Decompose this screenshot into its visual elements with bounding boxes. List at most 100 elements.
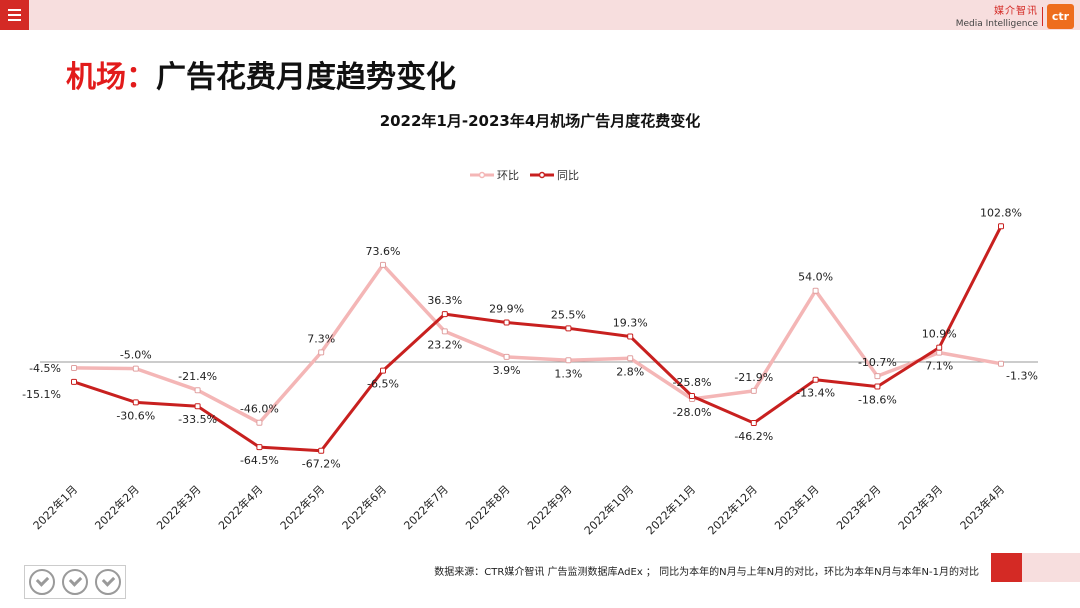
certification-badges xyxy=(24,565,126,599)
data-point-s2-14 xyxy=(874,383,881,390)
data-label-s2-8: 29.9% xyxy=(489,303,524,316)
data-label-s1-1: -4.5% xyxy=(29,362,61,375)
data-point-s1-10 xyxy=(627,355,634,362)
page-title-prefix: 机场： xyxy=(66,60,156,95)
data-label-s1-2: -5.0% xyxy=(120,349,152,362)
data-label-s1-16: -1.3% xyxy=(1006,370,1038,383)
data-point-s1-3 xyxy=(194,387,201,394)
chart-title: 2022年1月-2023年4月机场广告月度花费变化 xyxy=(379,112,701,130)
sgs-badge-icon xyxy=(95,569,122,595)
data-label-s2-2: -30.6% xyxy=(116,409,155,422)
data-label-s2-5: -67.2% xyxy=(302,458,341,471)
data-point-s1-13 xyxy=(812,287,819,294)
data-point-s2-5 xyxy=(318,447,325,454)
data-label-s2-13: -13.4% xyxy=(796,387,835,400)
data-point-s1-5 xyxy=(318,349,325,356)
data-label-s1-14: -10.7% xyxy=(858,356,897,369)
legend-label-2: 同比 xyxy=(557,169,579,182)
series-line-2 xyxy=(72,224,1003,453)
data-point-s2-13 xyxy=(812,376,819,383)
menu-icon[interactable] xyxy=(0,0,29,30)
legend-marker-2 xyxy=(538,171,546,179)
data-label-s1-5: 7.3% xyxy=(307,332,335,345)
x-tick-label-14: 2023年2月 xyxy=(833,482,883,532)
data-point-s1-6 xyxy=(380,261,386,268)
x-tick-label-7: 2022年7月 xyxy=(401,482,451,532)
data-point-s2-4 xyxy=(256,444,263,451)
data-point-s1-14 xyxy=(874,373,881,380)
brand-cn: 媒介智讯 xyxy=(994,6,1038,17)
x-tick-label-16: 2023年4月 xyxy=(957,482,1007,532)
data-point-s2-1 xyxy=(71,378,77,385)
data-point-s2-16 xyxy=(998,223,1004,230)
data-source-note: 数据来源：CTR媒介智讯 广告监测数据库AdEx ； 同比为本年的N月与上年N月… xyxy=(434,567,979,578)
data-label-s1-13: 54.0% xyxy=(798,271,833,284)
data-point-s1-16 xyxy=(998,360,1004,367)
sgs-badge-icon xyxy=(61,569,88,595)
data-point-s2-3 xyxy=(194,403,201,410)
data-point-s2-15 xyxy=(936,344,943,351)
sgs-badge-icon xyxy=(28,569,55,595)
x-tick-label-12: 2022年12月 xyxy=(705,482,760,537)
data-point-s1-8 xyxy=(503,353,510,360)
data-label-s1-10: 2.8% xyxy=(616,365,644,378)
x-tick-label-15: 2023年3月 xyxy=(895,482,945,532)
data-label-s2-4: -64.5% xyxy=(240,454,279,467)
brand-divider xyxy=(1042,7,1043,26)
data-label-s1-3: -21.4% xyxy=(178,370,217,383)
legend-label-1: 环比 xyxy=(497,169,519,182)
data-label-s2-15: 10.9% xyxy=(922,328,957,341)
legend-marker-1 xyxy=(478,171,486,179)
x-tick-label-13: 2023年1月 xyxy=(772,482,822,532)
data-point-s1-2 xyxy=(132,365,139,372)
data-label-s2-1: -15.1% xyxy=(22,388,61,401)
x-tick-label-6: 2022年6月 xyxy=(339,482,389,532)
data-label-s2-12: -46.2% xyxy=(734,430,773,443)
data-point-s2-11 xyxy=(689,393,695,400)
page-title-main: 广告花费月度趋势变化 xyxy=(156,60,456,95)
data-point-s1-4 xyxy=(256,419,263,426)
data-label-s2-14: -18.6% xyxy=(858,394,897,407)
brand: 媒介智讯 Media Intelligence xyxy=(956,6,1038,30)
top-bar xyxy=(0,0,1080,30)
data-label-s2-16: 102.8% xyxy=(980,206,1022,219)
data-point-s2-8 xyxy=(503,319,510,326)
x-tick-label-4: 2022年4月 xyxy=(215,482,265,532)
footer-accent-light xyxy=(1022,553,1080,582)
data-point-s2-10 xyxy=(627,333,634,340)
data-point-s2-2 xyxy=(132,399,139,406)
data-label-s1-12: -21.9% xyxy=(734,371,773,384)
page-title: 机场：广告花费月度趋势变化 xyxy=(66,52,456,96)
data-point-s1-12 xyxy=(750,387,757,394)
data-label-s1-9: 1.3% xyxy=(554,367,582,380)
data-label-s1-4: -46.0% xyxy=(240,403,279,416)
data-point-s1-1 xyxy=(71,364,77,371)
x-tick-label-9: 2022年9月 xyxy=(524,482,574,532)
data-point-s2-12 xyxy=(750,419,757,426)
data-point-s2-6 xyxy=(380,367,386,374)
x-tick-label-11: 2022年11月 xyxy=(643,482,698,537)
data-point-s1-7 xyxy=(441,328,448,335)
data-label-s1-8: 3.9% xyxy=(493,364,521,377)
data-label-s1-15: 7.1% xyxy=(925,360,953,373)
x-tick-label-8: 2022年8月 xyxy=(463,482,513,532)
footer-accent xyxy=(991,553,1022,582)
ctr-logo: ctr xyxy=(1047,4,1074,29)
data-label-s2-6: -6.5% xyxy=(367,378,399,391)
data-label-s1-11: -28.0% xyxy=(673,406,712,419)
x-tick-label-1: 2022年1月 xyxy=(30,482,80,532)
x-tick-label-2: 2022年2月 xyxy=(92,482,142,532)
x-tick-label-3: 2022年3月 xyxy=(154,482,204,532)
data-label-s2-11: -25.8% xyxy=(673,376,712,389)
x-tick-label-10: 2022年10月 xyxy=(581,482,636,537)
data-label-s2-10: 19.3% xyxy=(613,317,648,330)
brand-en: Media Intelligence xyxy=(955,19,1038,29)
data-label-s2-3: -33.5% xyxy=(178,413,217,426)
data-point-s1-9 xyxy=(565,357,572,364)
data-label-s2-7: 36.3% xyxy=(427,294,462,307)
data-point-s2-9 xyxy=(565,325,572,332)
data-point-s1-15 xyxy=(936,349,943,356)
data-label-s2-9: 25.5% xyxy=(551,308,586,321)
series-line-1 xyxy=(72,263,1003,425)
